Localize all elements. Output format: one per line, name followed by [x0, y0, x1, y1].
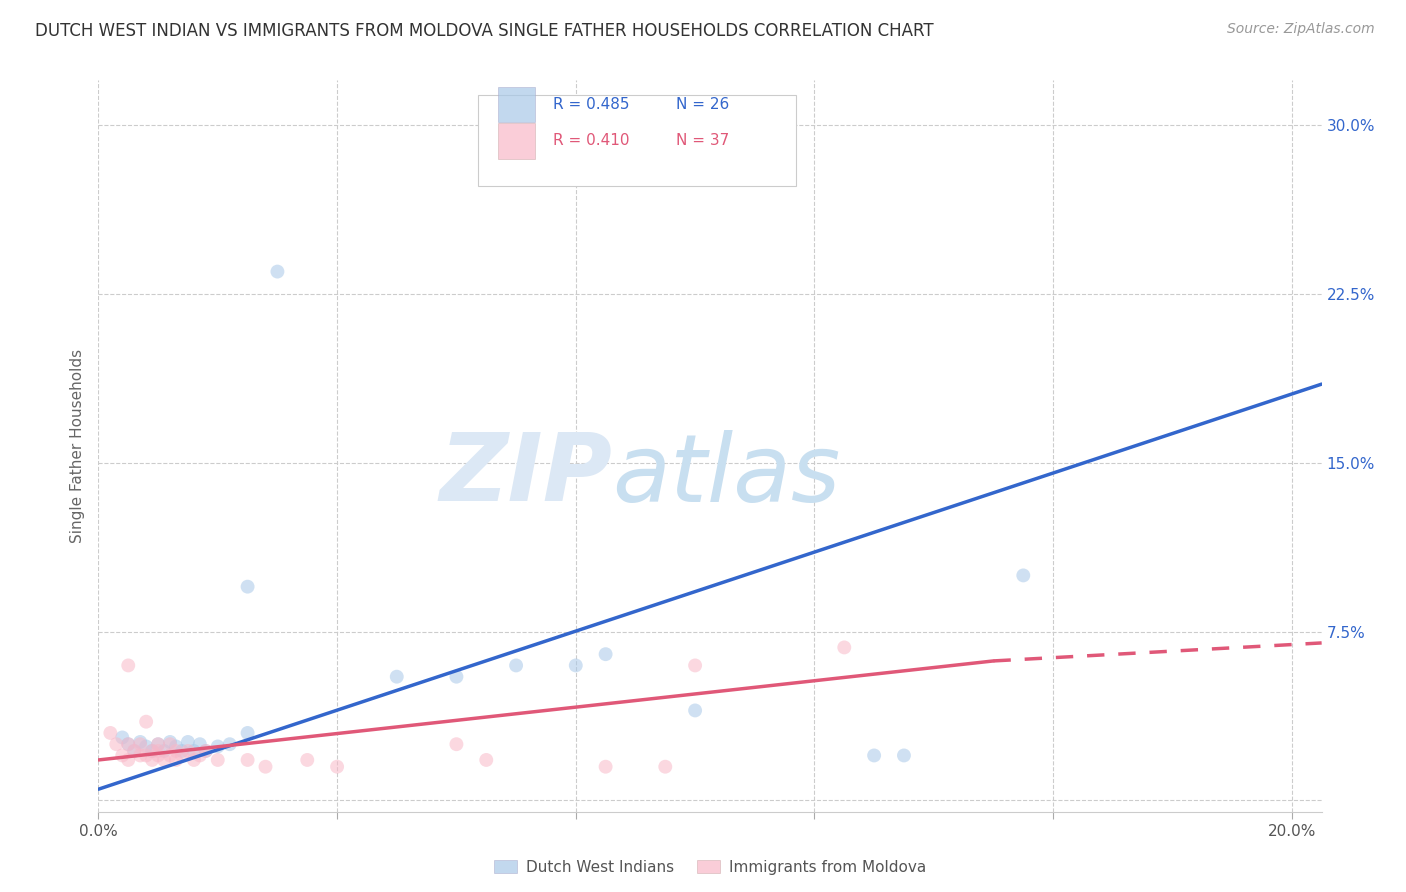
Point — [165, 739, 187, 754]
Text: R = 0.485: R = 0.485 — [554, 97, 630, 112]
Point — [153, 753, 176, 767]
Text: N = 37: N = 37 — [676, 134, 730, 148]
Point — [153, 744, 176, 758]
Point — [254, 760, 277, 774]
Point — [595, 647, 617, 661]
Point — [129, 735, 152, 749]
Point — [105, 737, 128, 751]
Point — [141, 744, 163, 758]
Point — [98, 726, 121, 740]
Point — [595, 760, 617, 774]
Point — [129, 748, 152, 763]
Point — [170, 744, 193, 758]
Text: R = 0.410: R = 0.410 — [554, 134, 630, 148]
Point — [236, 726, 259, 740]
Point — [141, 753, 163, 767]
Y-axis label: Single Father Households: Single Father Households — [70, 349, 86, 543]
Point — [111, 748, 134, 763]
Point — [165, 753, 187, 767]
Point — [117, 753, 139, 767]
Point — [117, 737, 139, 751]
Point — [177, 744, 200, 758]
Point — [135, 714, 157, 729]
Point — [446, 737, 468, 751]
Point — [117, 658, 139, 673]
Point — [141, 744, 163, 758]
Point — [111, 731, 134, 745]
Point — [475, 753, 498, 767]
Point — [595, 141, 617, 155]
Point — [122, 744, 145, 758]
Point — [146, 737, 169, 751]
Point — [385, 670, 408, 684]
Point — [177, 735, 200, 749]
Point — [654, 760, 676, 774]
Point — [188, 737, 211, 751]
Text: Source: ZipAtlas.com: Source: ZipAtlas.com — [1227, 22, 1375, 37]
Point — [122, 744, 145, 758]
Text: N = 26: N = 26 — [676, 97, 730, 112]
Point — [117, 737, 139, 751]
Point — [683, 658, 706, 673]
Text: DUTCH WEST INDIAN VS IMMIGRANTS FROM MOLDOVA SINGLE FATHER HOUSEHOLDS CORRELATIO: DUTCH WEST INDIAN VS IMMIGRANTS FROM MOL… — [35, 22, 934, 40]
Point — [194, 744, 217, 758]
Point — [159, 737, 181, 751]
Point — [236, 580, 259, 594]
Point — [135, 739, 157, 754]
FancyBboxPatch shape — [498, 87, 536, 122]
Point — [218, 737, 240, 751]
Point — [863, 748, 886, 763]
Point — [683, 703, 706, 717]
Point — [1012, 568, 1035, 582]
FancyBboxPatch shape — [478, 95, 796, 186]
Point — [159, 748, 181, 763]
Point — [832, 640, 855, 655]
Point — [135, 748, 157, 763]
Point — [207, 753, 229, 767]
Point — [170, 748, 193, 763]
Point — [236, 753, 259, 767]
Point — [893, 748, 915, 763]
Legend: Dutch West Indians, Immigrants from Moldova: Dutch West Indians, Immigrants from Mold… — [488, 854, 932, 881]
Point — [326, 760, 349, 774]
Point — [266, 264, 288, 278]
Point — [188, 748, 211, 763]
Point — [446, 670, 468, 684]
FancyBboxPatch shape — [498, 123, 536, 159]
Point — [159, 735, 181, 749]
Point — [146, 744, 169, 758]
Point — [146, 748, 169, 763]
Point — [194, 744, 217, 758]
Point — [129, 737, 152, 751]
Point — [165, 744, 187, 758]
Point — [146, 737, 169, 751]
Point — [505, 658, 527, 673]
Point — [565, 658, 588, 673]
Point — [183, 744, 205, 758]
Point — [297, 753, 319, 767]
Text: atlas: atlas — [612, 430, 841, 521]
Text: ZIP: ZIP — [439, 429, 612, 521]
Point — [183, 753, 205, 767]
Point — [207, 739, 229, 754]
